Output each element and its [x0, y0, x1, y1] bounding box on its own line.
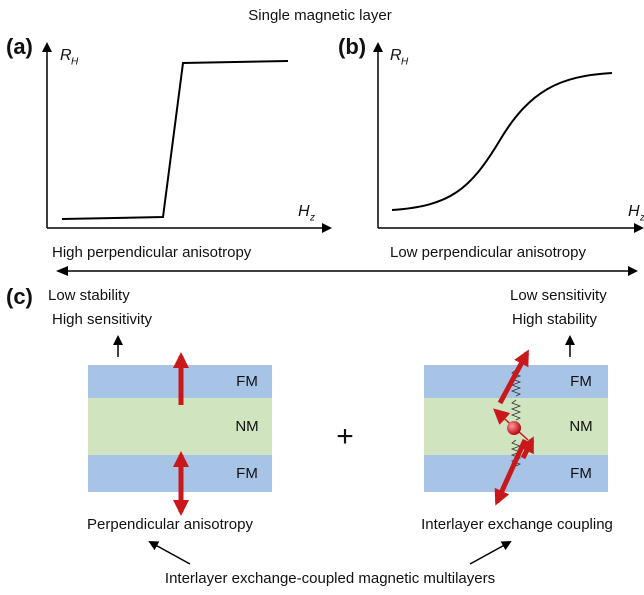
x-label-sub: z: [309, 213, 315, 224]
layer-label: FM: [570, 373, 592, 390]
footer: Interlayer exchange-coupled magnetic mul…: [165, 570, 495, 587]
plus: +: [336, 420, 354, 453]
caption: High perpendicular anisotropy: [52, 244, 252, 261]
arrow: [148, 541, 191, 565]
y-label: R: [60, 47, 72, 64]
arrow-head: [56, 266, 68, 276]
y-label: R: [390, 47, 402, 64]
trait: Low sensitivity: [510, 287, 607, 304]
arrow: [469, 541, 512, 565]
layer-label: FM: [236, 465, 258, 482]
panel-label: (b): [338, 34, 366, 59]
y-label-sub: H: [71, 57, 79, 68]
layer-label: FM: [236, 373, 258, 390]
electron: [507, 421, 521, 435]
curve: [391, 72, 613, 211]
caption: Low perpendicular anisotropy: [390, 244, 586, 261]
curve: [61, 60, 289, 220]
x-label: H: [628, 203, 640, 220]
panel-label: (a): [6, 34, 33, 59]
caption: Perpendicular anisotropy: [87, 516, 253, 533]
spin: [497, 349, 530, 405]
y-label-sub: H: [401, 57, 409, 68]
x-label-sub: z: [639, 213, 644, 224]
panel-label: (c): [6, 284, 33, 309]
nm-layer: [88, 398, 272, 455]
layer-label: FM: [570, 465, 592, 482]
trait: High sensitivity: [52, 311, 153, 328]
caption: Interlayer exchange coupling: [421, 516, 613, 533]
trait: High stability: [512, 311, 598, 328]
title: Single magnetic layer: [248, 7, 391, 24]
layer-label: NM: [235, 418, 258, 435]
spin: [519, 436, 535, 460]
x-label: H: [298, 203, 310, 220]
layer-label: NM: [569, 418, 592, 435]
trait: Low stability: [48, 287, 130, 304]
